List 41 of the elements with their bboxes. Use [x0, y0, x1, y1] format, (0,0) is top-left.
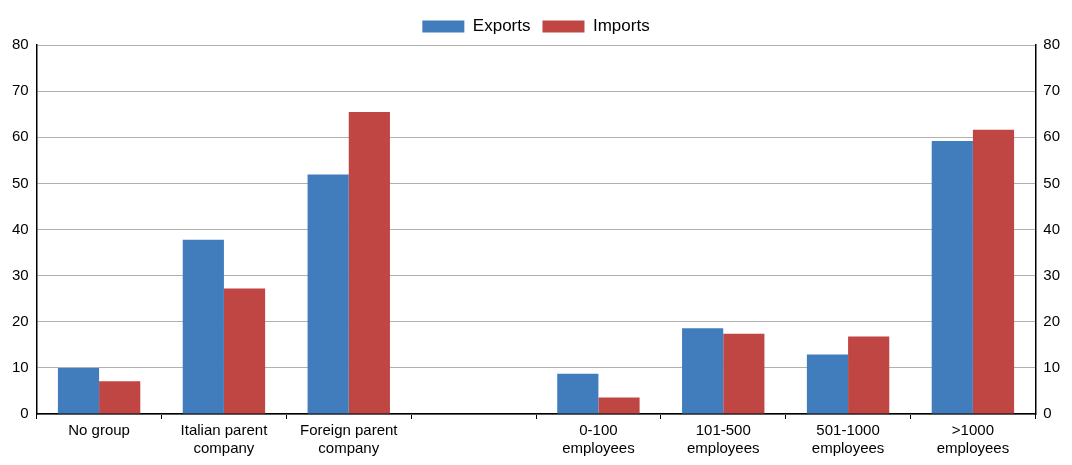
bar	[931, 140, 973, 414]
bar	[307, 174, 349, 414]
y2-tick-label: 40	[1043, 219, 1060, 237]
y-tick-label: 0	[20, 404, 29, 422]
y-tick-label: 70	[12, 81, 29, 99]
y2-tick-label: 0	[1043, 404, 1052, 422]
y-tick-label: 40	[12, 219, 29, 237]
bar	[57, 367, 100, 414]
bar	[682, 328, 724, 414]
y-tick-label: 50	[12, 173, 29, 191]
y2-tick-label: 80	[1043, 35, 1060, 53]
legend-label: Imports	[592, 16, 650, 36]
x-tick-label: 0-100 employees	[562, 421, 635, 457]
x-tick-label: 501-1000 employees	[811, 421, 885, 457]
bar	[182, 239, 224, 414]
bar	[598, 397, 640, 414]
y2-tick-label: 30	[1043, 265, 1060, 283]
legend-label: Exports	[472, 16, 531, 36]
y-tick-label: 80	[12, 35, 29, 53]
x-tick-label: >1000 employees	[936, 421, 1010, 457]
x-tick-label: No group	[68, 421, 130, 439]
y2-tick-label: 20	[1043, 311, 1060, 329]
y-tick-label: 10	[12, 358, 29, 376]
y-tick-label: 20	[12, 311, 29, 329]
bar	[723, 333, 765, 414]
y2-tick-label: 50	[1043, 173, 1060, 191]
bar	[99, 381, 141, 414]
bar	[848, 336, 890, 414]
y-tick-label: 60	[12, 127, 29, 145]
x-tick-label: Italian parent company	[180, 421, 269, 457]
y-tick-label: 30	[12, 265, 29, 283]
y2-tick-label: 70	[1043, 81, 1060, 99]
y2-tick-label: 60	[1043, 127, 1060, 145]
bar	[806, 354, 849, 414]
x-tick-label: Foreign parent company	[299, 421, 399, 457]
bar	[223, 288, 266, 414]
bar	[557, 373, 599, 414]
y2-tick-label: 10	[1043, 358, 1060, 376]
x-tick-label: 101-500 employees	[686, 421, 760, 457]
bar	[348, 111, 390, 414]
bar	[972, 129, 1015, 414]
